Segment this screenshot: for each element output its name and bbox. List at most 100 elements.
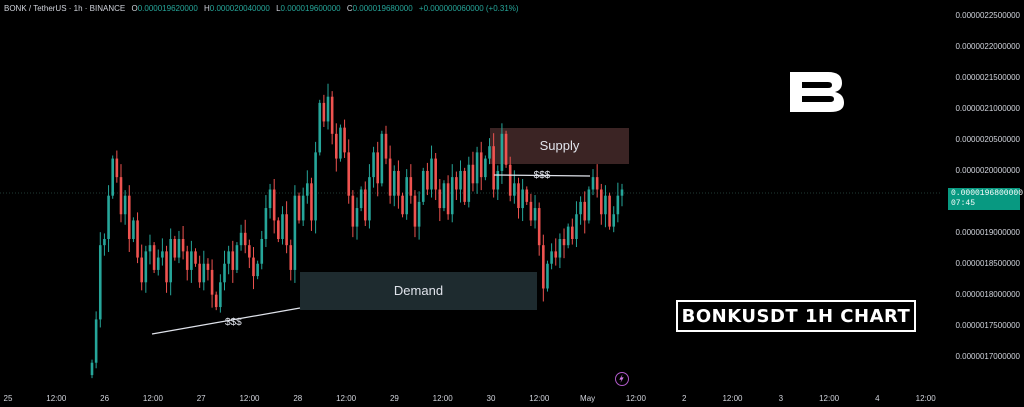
candle-body [355, 208, 359, 227]
candle-body [413, 195, 417, 227]
candle-body [314, 152, 317, 221]
candle-body [140, 257, 143, 283]
candle-body [496, 170, 500, 190]
candle-body [446, 183, 450, 215]
time-tick-label: 12:00 [432, 394, 453, 403]
candle-body [442, 183, 446, 209]
time-tick-label: 12:00 [722, 394, 743, 403]
candle-body [363, 189, 367, 221]
candle-body [604, 195, 607, 215]
price-tick-label: 0.0000019000000 [955, 227, 1020, 237]
candle-body [198, 263, 201, 283]
candle-body [463, 170, 466, 202]
brand-logo-icon [790, 72, 844, 112]
candle-body [571, 226, 574, 239]
time-tick-label: 2 [681, 394, 687, 403]
candle-body [537, 208, 541, 246]
candle-body [384, 133, 388, 159]
candle-body [181, 238, 185, 252]
candle-body [459, 170, 462, 190]
liquidity-label-left: $$$ [225, 317, 242, 328]
candle-body [98, 245, 102, 320]
time-tick-label: 12:00 [336, 394, 357, 403]
candle-body [281, 214, 284, 239]
candle-body [595, 177, 599, 190]
candle-body [421, 170, 425, 202]
candle-body [152, 245, 156, 270]
candle-body [405, 177, 408, 215]
time-tick-label: 4 [875, 394, 880, 403]
candle-body [438, 189, 442, 209]
candle-body [504, 133, 508, 165]
candle-body [239, 232, 243, 246]
candle-body [123, 195, 127, 215]
candle-body [90, 362, 94, 376]
candle-body [210, 269, 214, 295]
high-label: H [204, 4, 210, 13]
open-label: O [131, 4, 138, 13]
candle-body [500, 133, 504, 171]
candle-body [227, 251, 230, 264]
candle-body [272, 189, 276, 221]
candle-body [426, 170, 429, 190]
symbol-header: BONK / TetherUS · 1h · BINANCE O 0.000019… [4, 4, 519, 13]
price-tick-label: 0.0000017500000 [955, 320, 1020, 330]
candle-body [450, 177, 454, 215]
candle-body [583, 201, 587, 221]
candle-body [169, 238, 172, 283]
price-tick-label: 0.0000021500000 [955, 73, 1020, 83]
low-value: 0.000019600000 [280, 4, 341, 13]
demand-label: Demand [393, 283, 444, 298]
price-tick-label: 0.0000018500000 [955, 258, 1020, 268]
time-tick-label: 12:00 [142, 394, 163, 403]
low-label: L [276, 4, 281, 13]
candle-body [351, 195, 355, 227]
candle-body [306, 183, 309, 196]
candle-body [579, 201, 582, 215]
time-tick-label: 12:00 [625, 394, 646, 403]
candle-body [111, 158, 115, 196]
high-value: 0.000020040000 [209, 4, 270, 13]
candle-body [289, 245, 293, 270]
candle-body [455, 177, 458, 190]
candle-body [471, 164, 475, 184]
candle-body [397, 170, 400, 196]
candle-body [566, 226, 570, 246]
candle-body [339, 127, 342, 159]
candle-body [260, 238, 264, 264]
supply-label: Supply [539, 138, 580, 153]
candle-body [434, 158, 437, 190]
candle-body [550, 251, 553, 264]
candle-body [380, 133, 384, 184]
candle-body [277, 220, 280, 239]
candle-body [252, 257, 255, 277]
candle-body [206, 263, 210, 270]
candle-body [156, 257, 160, 270]
candle-body [310, 183, 313, 221]
price-tick-label: 0.0000022000000 [955, 42, 1020, 52]
lightning-icon[interactable] [615, 372, 629, 386]
liquidity-label-right: $$$ [534, 170, 551, 181]
candle-body [430, 158, 433, 190]
price-tick-label: 0.0000021000000 [955, 104, 1020, 114]
close-label: C [346, 4, 353, 13]
candle-body [318, 102, 322, 153]
time-tick-label: 12:00 [915, 394, 936, 403]
candle-body [521, 189, 524, 209]
candle-body [293, 195, 297, 270]
time-tick-label: 28 [293, 394, 303, 403]
candle-body [136, 220, 139, 258]
candle-body [235, 245, 239, 270]
time-tick-label: 12:00 [239, 394, 260, 403]
candle-body [554, 251, 558, 258]
candle-body [525, 189, 529, 202]
candle-body [558, 238, 562, 258]
price-tick-label: 0.0000018000000 [955, 289, 1020, 299]
symbol-name: BONK / TetherUS · 1h · BINANCE [4, 4, 126, 13]
candle-body [533, 208, 537, 221]
candle-body [214, 294, 218, 308]
candle-body [591, 177, 595, 190]
time-tick-label: 3 [778, 394, 784, 403]
candle-body [587, 189, 591, 221]
